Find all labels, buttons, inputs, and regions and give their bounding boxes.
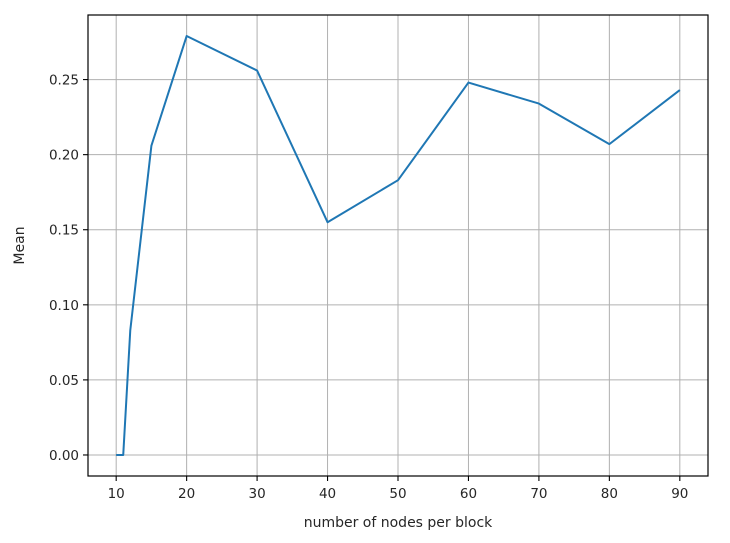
x-tick-label: 40 [319, 486, 336, 502]
y-tick-label: 0.00 [49, 448, 79, 464]
x-tick-label: 70 [530, 486, 547, 502]
y-axis-label: Mean [12, 226, 28, 264]
y-tick-label: 0.15 [49, 223, 79, 239]
y-tick-label: 0.10 [49, 298, 79, 314]
x-tick-label: 50 [389, 486, 406, 502]
x-axis-label: number of nodes per block [304, 515, 493, 531]
grid-lines [88, 15, 708, 476]
x-tick-label: 20 [178, 486, 195, 502]
y-tick-label: 0.20 [49, 148, 79, 164]
x-axis-ticks: 10 20 30 40 50 60 70 80 90 [108, 476, 688, 502]
x-tick-label: 30 [248, 486, 265, 502]
x-tick-label: 90 [671, 486, 688, 502]
x-tick-label: 10 [108, 486, 125, 502]
y-axis-ticks: 0.00 0.05 0.10 0.15 0.20 0.25 [49, 73, 88, 464]
y-tick-label: 0.25 [49, 73, 79, 89]
y-tick-label: 0.05 [49, 373, 79, 389]
x-tick-label: 60 [460, 486, 477, 502]
series-layer [116, 35, 681, 456]
series-line [116, 35, 681, 456]
x-tick-label: 80 [601, 486, 618, 502]
